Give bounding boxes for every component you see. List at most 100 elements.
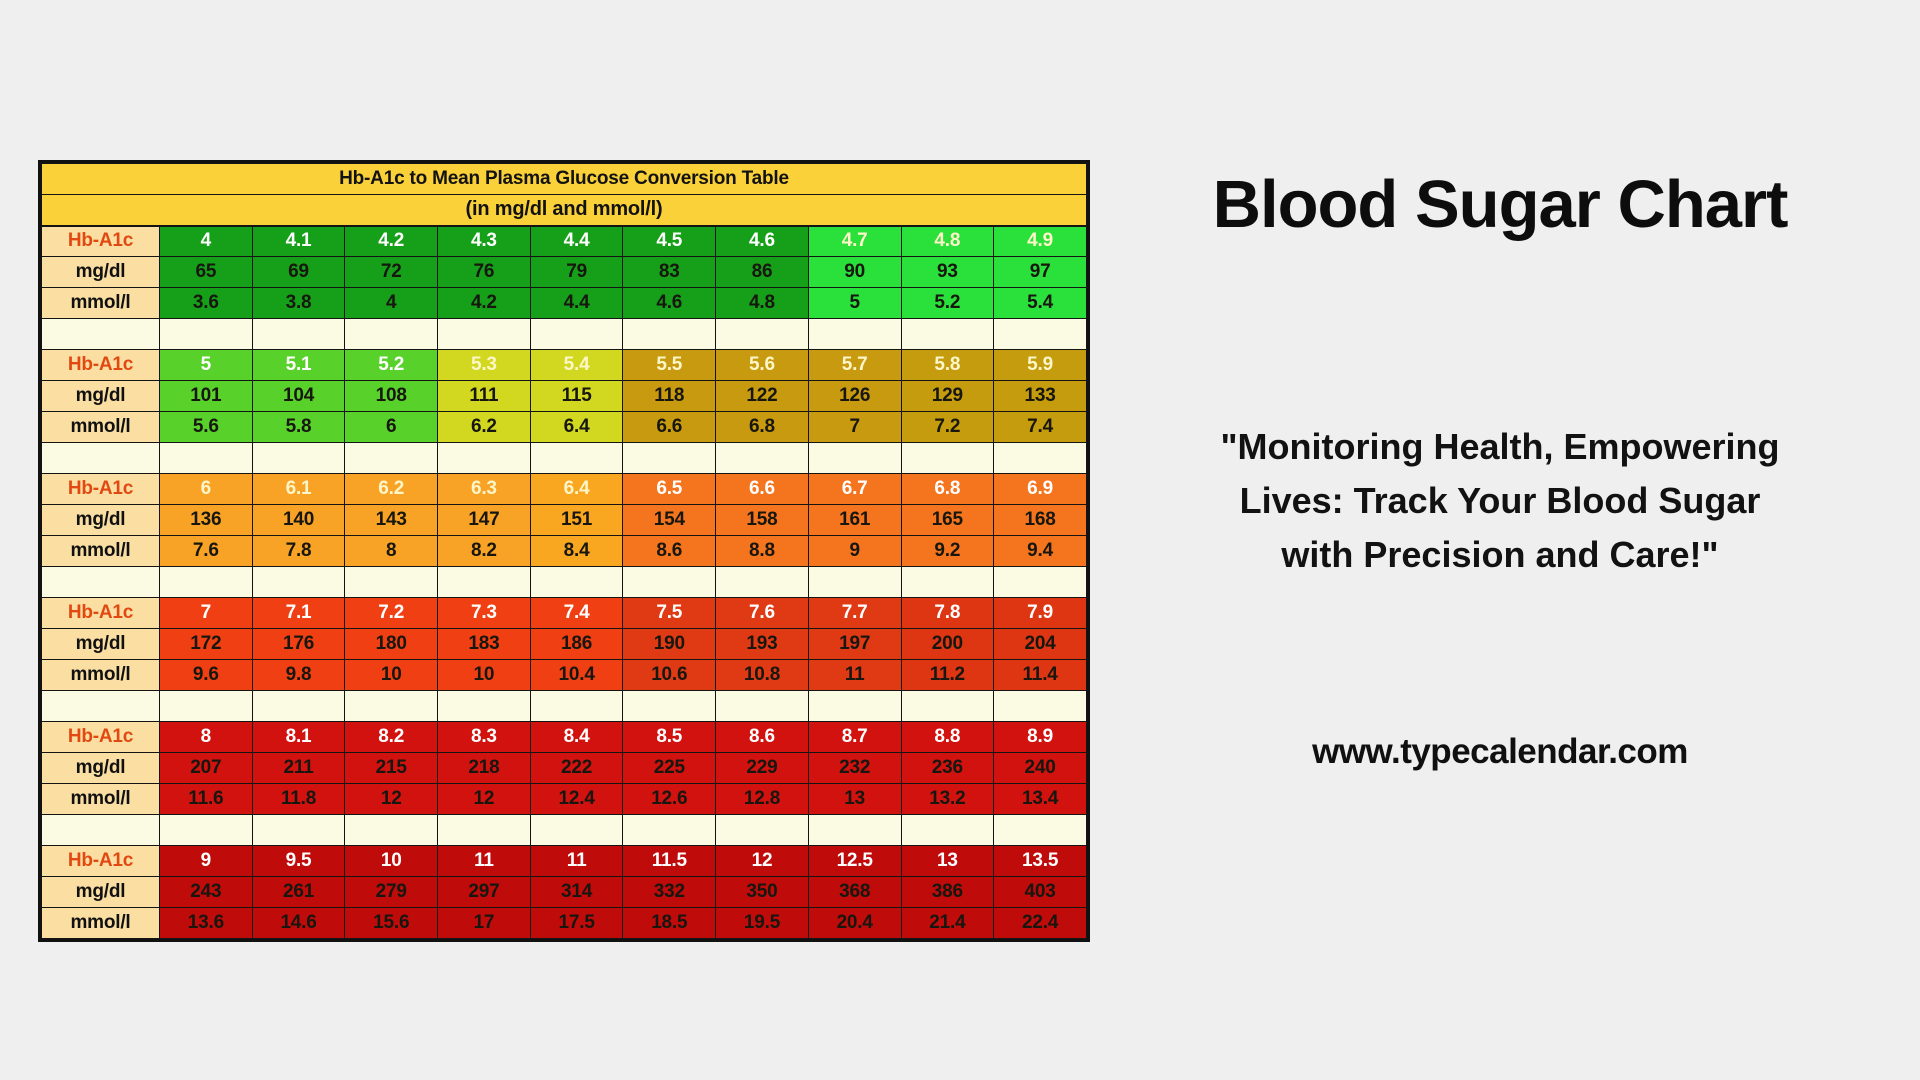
table-cell: 5.8: [251, 411, 346, 443]
table-cell: 314: [529, 876, 624, 908]
row-label-mgdl: mg/dl: [41, 628, 160, 660]
table-row: Hb-A1c 6 6.1 6.2 6.3 6.4 6.5 6.6 6.7 6.8 6.9: [41, 473, 1087, 505]
table-cell: 12: [344, 783, 439, 815]
table-cell: 332: [622, 876, 717, 908]
row-label-mgdl: mg/dl: [41, 752, 160, 784]
table-cell: 9.2: [900, 535, 995, 567]
spacer-cell: [251, 318, 346, 350]
table-cell: 97: [993, 256, 1087, 288]
table-cell: 9.8: [251, 659, 346, 691]
table-cell: 69: [251, 256, 346, 288]
table-cell: 7.1: [251, 597, 346, 629]
table-cell: 7.7: [807, 597, 902, 629]
table-cell: 11.2: [900, 659, 995, 691]
table-cell: 190: [622, 628, 717, 660]
table-cell: 236: [900, 752, 995, 784]
spacer-cell: [622, 814, 717, 846]
table-cell: 8.9: [993, 721, 1087, 753]
spacer-cell: [900, 566, 995, 598]
page-title: Blood Sugar Chart: [1212, 167, 1789, 242]
table-cell: 7: [807, 411, 902, 443]
table-cell: 72: [344, 256, 439, 288]
table-cell: 3.6: [159, 287, 253, 319]
table-cell: 11: [807, 659, 902, 691]
table-cell: 7.2: [344, 597, 439, 629]
table-cell: 19.5: [715, 907, 809, 939]
row-label-mmol: mmol/l: [41, 411, 160, 443]
table-spacer-row: [41, 442, 1087, 474]
table-cell: 5.9: [993, 349, 1087, 381]
table-cell: 176: [251, 628, 346, 660]
spacer-cell: [41, 566, 160, 598]
spacer-cell: [807, 318, 902, 350]
tagline-line-2: Lives: Track Your Blood Sugar: [1239, 480, 1761, 522]
table-cell: 86: [715, 256, 809, 288]
spacer-cell: [251, 442, 346, 474]
table-cell: 10: [344, 659, 439, 691]
table-cell: 129: [900, 380, 995, 412]
table-cell: 6.2: [344, 473, 439, 505]
table-spacer-row: [41, 814, 1087, 846]
spacer-cell: [159, 318, 253, 350]
table-spacer-row: [41, 566, 1087, 598]
table-cell: 5.1: [251, 349, 346, 381]
spacer-cell: [437, 814, 531, 846]
table-cell: 8.1: [251, 721, 346, 753]
table-cell: 4.8: [900, 225, 995, 257]
table-cell: 225: [622, 752, 717, 784]
table-cell: 4.3: [437, 225, 531, 257]
table-cell: 101: [159, 380, 253, 412]
table-cell: 6.4: [529, 411, 624, 443]
table-cell: 7.6: [715, 597, 809, 629]
table-cell: 83: [622, 256, 717, 288]
table-cell: 172: [159, 628, 253, 660]
spacer-cell: [344, 566, 439, 598]
table-cell: 93: [900, 256, 995, 288]
spacer-cell: [993, 566, 1087, 598]
row-label-mmol: mmol/l: [41, 783, 160, 815]
table-cell: 13.2: [900, 783, 995, 815]
spacer-cell: [344, 442, 439, 474]
table-cell: 14.6: [251, 907, 346, 939]
spacer-cell: [622, 318, 717, 350]
spacer-cell: [807, 566, 902, 598]
table-cell: 368: [807, 876, 902, 908]
spacer-cell: [993, 318, 1087, 350]
table-cell: 3.8: [251, 287, 346, 319]
table-row: Hb-A1c 4 4.1 4.2 4.3 4.4 4.5 4.6 4.7 4.8 4.9: [41, 225, 1087, 257]
table-cell: 140: [251, 504, 346, 536]
table-cell: 12.5: [807, 845, 902, 877]
table-cell: 5.8: [900, 349, 995, 381]
table-cell: 5.2: [900, 287, 995, 319]
table-cell: 243: [159, 876, 253, 908]
table-cell: 7.9: [993, 597, 1087, 629]
table-title-row: Hb-A1c to Mean Plasma Glucose Conversion…: [41, 163, 1087, 195]
tagline-line-1: "Monitoring Health, Empowering: [1220, 426, 1780, 468]
table-cell: 12: [437, 783, 531, 815]
table-cell: 17.5: [529, 907, 624, 939]
table-cell: 11: [437, 845, 531, 877]
spacer-cell: [41, 814, 160, 846]
table-cell: 111: [437, 380, 531, 412]
table-cell: 90: [807, 256, 902, 288]
table-row: Hb-A1c 5 5.1 5.2 5.3 5.4 5.5 5.6 5.7 5.8 5.9: [41, 349, 1087, 381]
table-cell: 186: [529, 628, 624, 660]
row-label-mgdl: mg/dl: [41, 504, 160, 536]
table-cell: 9: [159, 845, 253, 877]
spacer-cell: [715, 814, 809, 846]
table-cell: 350: [715, 876, 809, 908]
table-cell: 5.4: [529, 349, 624, 381]
table-cell: 232: [807, 752, 902, 784]
table-cell: 180: [344, 628, 439, 660]
spacer-cell: [529, 566, 624, 598]
table-cell: 133: [993, 380, 1087, 412]
spacer-cell: [900, 442, 995, 474]
table-cell: 4.2: [344, 225, 439, 257]
table-cell: 4.2: [437, 287, 531, 319]
spacer-cell: [159, 442, 253, 474]
table-cell: 279: [344, 876, 439, 908]
table-cell: 11.5: [622, 845, 717, 877]
table-spacer-row: [41, 318, 1087, 350]
spacer-cell: [41, 690, 160, 722]
spacer-cell: [715, 566, 809, 598]
